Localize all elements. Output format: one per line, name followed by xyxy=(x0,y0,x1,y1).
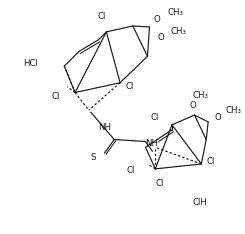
Text: Cl: Cl xyxy=(151,113,159,122)
Text: Cl: Cl xyxy=(97,12,106,21)
Text: CH₃: CH₃ xyxy=(167,8,183,17)
Text: O: O xyxy=(214,113,221,122)
Text: NH: NH xyxy=(146,139,159,148)
Text: S: S xyxy=(90,153,96,162)
Text: O: O xyxy=(157,33,164,42)
Text: CH₃: CH₃ xyxy=(171,27,187,36)
Text: CH₃: CH₃ xyxy=(193,91,208,100)
Text: Cl: Cl xyxy=(155,179,163,188)
Text: HCl: HCl xyxy=(23,59,38,68)
Text: NH: NH xyxy=(98,123,111,132)
Text: ClH: ClH xyxy=(193,198,207,207)
Text: Cl: Cl xyxy=(126,82,134,91)
Text: Cl: Cl xyxy=(51,92,60,101)
Text: Cl: Cl xyxy=(206,157,215,165)
Text: Cl: Cl xyxy=(126,166,135,175)
Text: O: O xyxy=(153,15,160,24)
Text: CH₃: CH₃ xyxy=(226,106,242,115)
Text: O: O xyxy=(189,101,196,110)
